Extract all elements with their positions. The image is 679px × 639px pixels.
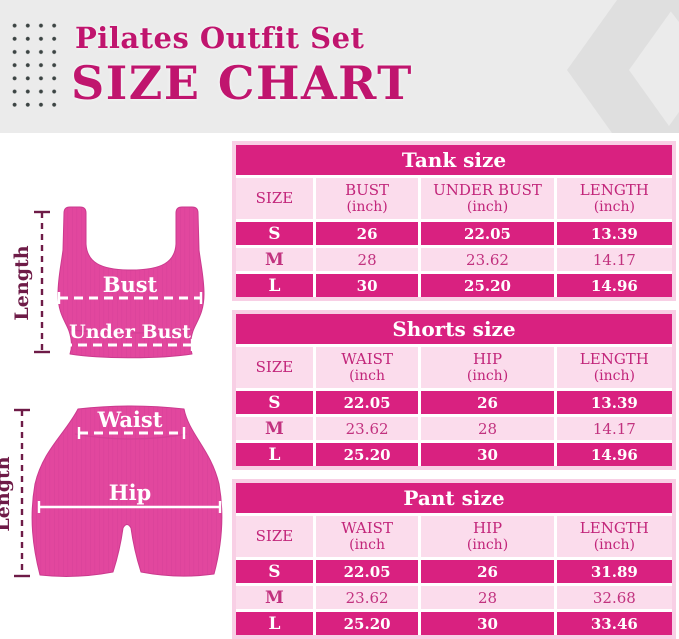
- table-title: Tank size: [236, 145, 672, 175]
- size-cell: S: [236, 222, 313, 245]
- column-header: SIZE: [236, 178, 313, 219]
- size-cell: S: [236, 391, 313, 414]
- column-header: BUST (inch): [315, 178, 419, 219]
- length-label: Length: [11, 245, 33, 320]
- size-cell: L: [236, 443, 313, 466]
- dots-pattern-icon: [6, 17, 60, 110]
- value-cell: 28: [421, 586, 554, 609]
- column-header: HIP (inch): [421, 516, 554, 557]
- column-header: HIP (inch): [421, 347, 554, 388]
- value-cell: 22.05: [315, 391, 419, 414]
- value-cell: 14.96: [556, 443, 672, 466]
- length-label: Length: [0, 456, 14, 531]
- shorts-garment-shape: [31, 405, 223, 577]
- shorts-size-table: Shorts size SIZE WAIST (inch HIP (inch) LE…: [232, 310, 676, 470]
- tank-garment-shape: [57, 206, 205, 359]
- shorts-illustration: Length Waist Hip: [0, 405, 223, 578]
- hip-label: Hip: [109, 480, 152, 505]
- size-cell: M: [236, 417, 313, 440]
- column-header: LENGTH (inch): [556, 347, 672, 388]
- value-cell: 23.62: [421, 248, 554, 271]
- table-title: Shorts size: [236, 314, 672, 344]
- under-bust-seam: [69, 329, 193, 334]
- value-cell: 22.05: [315, 560, 419, 583]
- size-cell: M: [236, 248, 313, 271]
- value-cell: 28: [315, 248, 419, 271]
- length-measurement: [14, 408, 30, 578]
- pant-size-table: Pant size SIZE WAIST (inch HIP (inch) LENG…: [232, 479, 676, 639]
- column-header: SIZE: [236, 516, 313, 557]
- value-cell: 14.96: [556, 274, 672, 297]
- bust-label: Bust: [103, 272, 158, 297]
- waist-measurement: [77, 427, 186, 439]
- under-bust-measurement: [61, 339, 194, 351]
- value-cell: 30: [421, 443, 554, 466]
- value-cell: 26: [421, 391, 554, 414]
- value-cell: 26: [421, 560, 554, 583]
- column-header: LENGTH (inch): [556, 516, 672, 557]
- column-header: SIZE: [236, 347, 313, 388]
- value-cell: 31.89: [556, 560, 672, 583]
- size-tables: Tank size SIZE BUST (inch) UNDER BUST (inc…: [232, 141, 676, 639]
- column-header: UNDER BUST (inch): [421, 178, 554, 219]
- page-title: SIZE CHART: [71, 56, 413, 110]
- tank-size-table: Tank size SIZE BUST (inch) UNDER BUST (inc…: [232, 141, 676, 301]
- size-cell: S: [236, 560, 313, 583]
- column-header: WAIST (inch: [315, 347, 419, 388]
- waistband-seam: [74, 433, 188, 440]
- value-cell: 23.62: [315, 586, 419, 609]
- value-cell: 28: [421, 417, 554, 440]
- value-cell: 30: [315, 274, 419, 297]
- value-cell: 14.17: [556, 417, 672, 440]
- value-cell: 25.20: [421, 274, 554, 297]
- value-cell: 32.68: [556, 586, 672, 609]
- value-cell: 33.46: [556, 612, 672, 635]
- value-cell: 25.20: [315, 443, 419, 466]
- value-cell: 22.05: [421, 222, 554, 245]
- value-cell: 13.39: [556, 391, 672, 414]
- under-bust-label: Under Bust: [69, 321, 191, 343]
- bust-measurement: [57, 292, 203, 304]
- tank-top-illustration: Length Bust Under Bust: [11, 206, 205, 359]
- waist-label: Waist: [97, 407, 163, 432]
- value-cell: 13.39: [556, 222, 672, 245]
- size-cell: M: [236, 586, 313, 609]
- value-cell: 30: [421, 612, 554, 635]
- chevron-decoration-icon: [567, 0, 679, 133]
- column-header: LENGTH (inch): [556, 178, 672, 219]
- value-cell: 23.62: [315, 417, 419, 440]
- header-band: Pilates Outfit Set SIZE CHART: [0, 0, 679, 133]
- hip-measurement: [37, 501, 222, 513]
- length-measurement: [34, 210, 50, 354]
- value-cell: 26: [315, 222, 419, 245]
- value-cell: 25.20: [315, 612, 419, 635]
- product-subtitle: Pilates Outfit Set: [75, 21, 365, 55]
- size-cell: L: [236, 612, 313, 635]
- column-header: WAIST (inch: [315, 516, 419, 557]
- size-cell: L: [236, 274, 313, 297]
- value-cell: 14.17: [556, 248, 672, 271]
- table-title: Pant size: [236, 483, 672, 513]
